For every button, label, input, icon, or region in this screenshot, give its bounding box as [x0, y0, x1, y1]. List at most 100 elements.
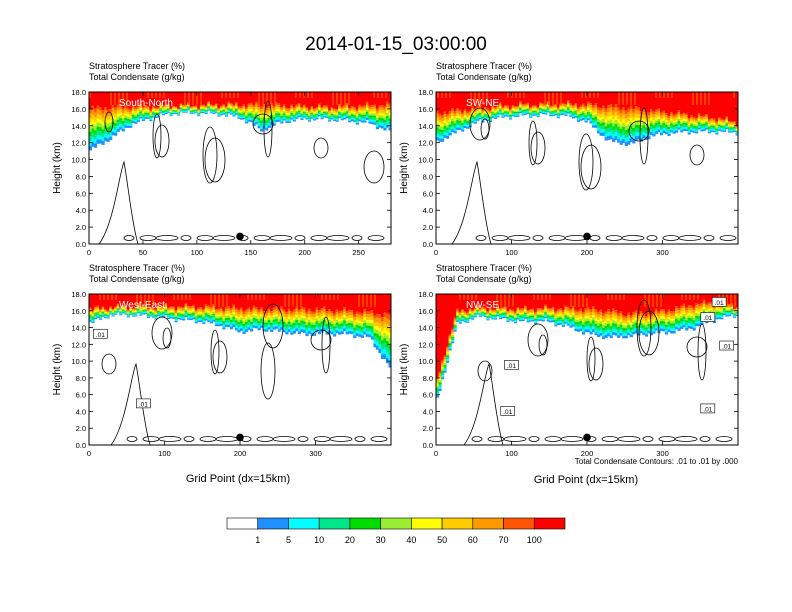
y-tick-label: 8.0	[423, 172, 433, 181]
colorbar-label: 5	[286, 535, 291, 545]
y-tick-label: 2.0	[76, 424, 86, 433]
y-tick-label: 2.0	[76, 223, 86, 232]
x-tick-label: 200	[234, 449, 247, 458]
y-tick-label: 6.0	[423, 391, 433, 400]
x-tick-label: 300	[656, 449, 669, 458]
colorbar-swatch	[288, 517, 320, 530]
colorbar-label: 40	[406, 535, 416, 545]
svg-text:.01: .01	[139, 401, 148, 408]
y-tick-label: 14.0	[418, 324, 433, 333]
x-tick-label: 0	[87, 449, 91, 458]
tracer-field	[436, 92, 738, 146]
x-tick-label: 50	[139, 248, 147, 257]
colorbar-label: 50	[437, 535, 447, 545]
panel-1: 0.0 2.0 4.0 6.0 8.0 10.0 12.0 14.0 16.0 18.0 0 50 10…	[52, 61, 392, 257]
location-marker	[236, 232, 244, 241]
y-tick-label: 14.0	[71, 122, 86, 131]
x-tick-label: 300	[656, 248, 669, 257]
panel-subtitle-condensate: Total Condensate (g/kg)	[89, 72, 185, 82]
x-tick-label: 0	[434, 449, 438, 458]
y-axis-label: Height (km)	[399, 142, 410, 194]
y-tick-label: 16.0	[71, 105, 86, 114]
condensate-contours	[101, 303, 388, 445]
location-marker	[583, 433, 591, 442]
y-tick-label: 4.0	[423, 407, 433, 416]
y-tick-label: 18.0	[418, 290, 433, 299]
y-tick-label: 0.0	[76, 441, 86, 450]
panel-subtitle-condensate: Total Condensate (g/kg)	[89, 274, 185, 284]
y-tick-label: 6.0	[76, 391, 86, 400]
colorbar-label: 100	[527, 535, 542, 545]
y-tick-label: 12.0	[418, 340, 433, 349]
colorbar-label: 30	[376, 535, 386, 545]
colorbar-swatch	[472, 517, 504, 530]
y-tick-label: 4.0	[76, 407, 86, 416]
y-tick-label: 0.0	[423, 441, 433, 450]
colorbar-swatch	[226, 517, 259, 530]
y-tick-label: 18.0	[71, 88, 86, 97]
colorbar-swatch	[318, 517, 351, 530]
panel-2: 0.0 2.0 4.0 6.0 8.0 10.0 12.0 14.0 16.0 18.0 0 100 2…	[399, 61, 739, 257]
y-tick-label: 0.0	[423, 240, 433, 249]
y-tick-label: 6.0	[423, 189, 433, 198]
contour-label: .01	[711, 297, 727, 307]
y-tick-label: 16.0	[418, 105, 433, 114]
location-marker	[583, 232, 591, 241]
y-tick-label: 4.0	[423, 206, 433, 215]
contour-label: .01	[700, 403, 716, 413]
y-tick-label: 10.0	[71, 156, 86, 165]
contour-label: .01	[136, 398, 151, 408]
contour-label: .01	[504, 360, 519, 370]
colorbar-swatch	[441, 517, 474, 530]
cross-section-label: SW-NE	[466, 98, 499, 109]
y-tick-label: 2.0	[423, 223, 433, 232]
x-tick-label: 200	[298, 248, 311, 257]
y-tick-label: 10.0	[418, 156, 433, 165]
x-tick-label: 100	[191, 248, 204, 257]
x-tick-label: 200	[581, 248, 594, 257]
cross-section-label: South-North	[119, 98, 173, 109]
y-axis-label: Height (km)	[52, 344, 63, 396]
plot-frame	[88, 91, 392, 245]
condensate-contours	[98, 100, 385, 244]
y-tick-label: 6.0	[76, 189, 86, 198]
colorbar-swatch	[257, 517, 289, 530]
y-tick-label: 8.0	[76, 172, 86, 181]
panel-subtitle-tracer: Stratosphere Tracer (%)	[436, 61, 532, 71]
y-tick-label: 16.0	[418, 307, 433, 316]
tracer-field	[436, 294, 738, 398]
panel-subtitle-tracer: Stratosphere Tracer (%)	[89, 61, 185, 71]
x-tick-label: 300	[309, 449, 322, 458]
y-tick-label: 8.0	[76, 374, 86, 383]
contour-label: .01	[500, 406, 516, 416]
x-tick-label: 100	[505, 248, 518, 257]
panel-subtitle-tracer: Stratosphere Tracer (%)	[89, 263, 185, 273]
contour-note: Total Condensate Contours: .01 to .01 by…	[575, 457, 739, 466]
tracer-field	[89, 294, 391, 368]
condensate-contours	[451, 107, 737, 244]
panel-subtitle-condensate: Total Condensate (g/kg)	[436, 274, 532, 284]
panel-subtitle-condensate: Total Condensate (g/kg)	[436, 72, 532, 82]
y-tick-label: 4.0	[76, 206, 86, 215]
y-tick-label: 2.0	[423, 424, 433, 433]
y-tick-label: 8.0	[423, 374, 433, 383]
y-tick-label: 18.0	[71, 290, 86, 299]
colorbar-swatch	[349, 517, 381, 530]
location-marker	[236, 433, 244, 442]
panel-subtitle-tracer: Stratosphere Tracer (%)	[436, 263, 532, 273]
panel-3: 0.0 2.0 4.0 6.0 8.0 10.0 12.0 14.0 16.0 18.0 0 100 2…	[52, 263, 392, 458]
colorbar-label: 1	[255, 535, 260, 545]
tracer-field	[89, 92, 391, 151]
x-tick-label: 0	[434, 248, 438, 257]
x-tick-label: 200	[581, 449, 594, 458]
y-tick-label: 0.0	[76, 240, 86, 249]
cross-section-label: NW-SE	[466, 300, 499, 311]
panels: 0.0 2.0 4.0 6.0 8.0 10.0 12.0 14.0 16.0 18.0 0 50 10…	[52, 61, 739, 458]
shared-xlabel-right: Grid Point (dx=15km)	[534, 474, 638, 486]
panel-4: 0.0 2.0 4.0 6.0 8.0 10.0 12.0 14.0 16.0 18.0 0 100 2…	[399, 263, 739, 458]
colorbar: 1 5 10 20 30 40 50 60 70 100	[226, 517, 566, 545]
x-tick-label: 100	[505, 449, 518, 458]
y-tick-label: 10.0	[418, 357, 433, 366]
colorbar-swatch	[380, 517, 412, 530]
